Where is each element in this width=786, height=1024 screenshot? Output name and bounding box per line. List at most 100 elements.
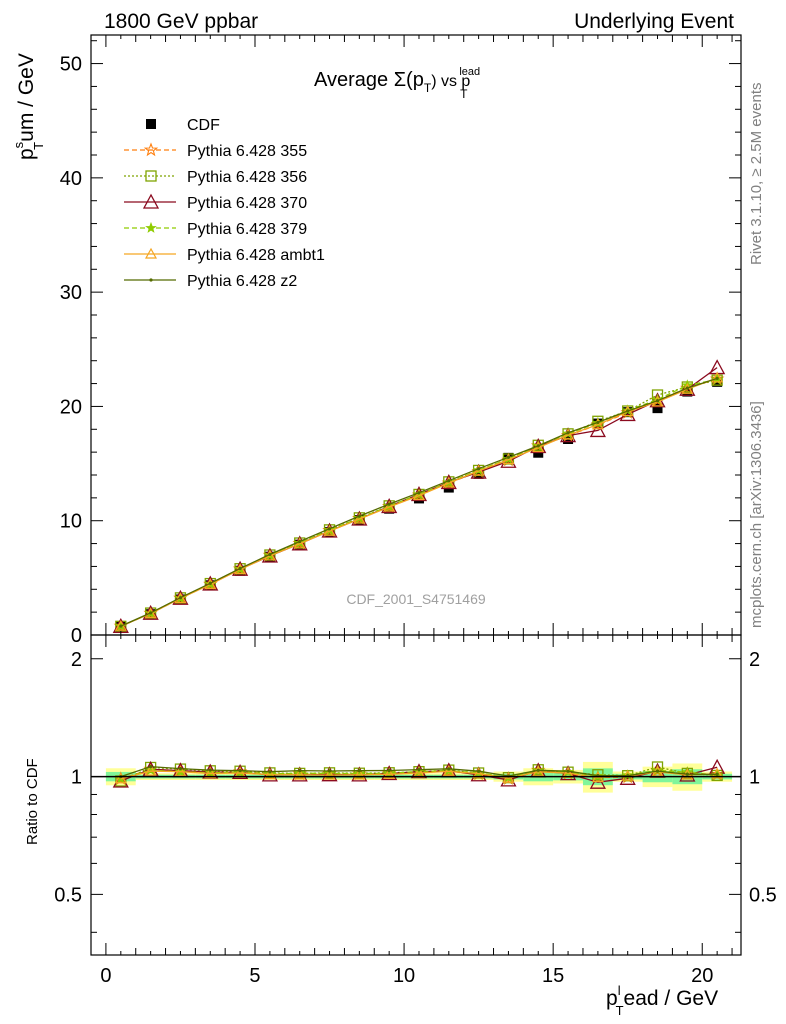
series-pythia-6-428-z2-ratio-point (387, 768, 391, 773)
series-pythia-6-428-ambt1-point (621, 405, 634, 417)
legend-marker (146, 119, 156, 129)
series-pythia-6-428-z2-point (447, 479, 451, 483)
series-pythia-6-428-z2-point (417, 491, 421, 495)
xlabel-rest: ead / GeV (624, 987, 719, 1010)
series-pythia-6-428-ambt1-point (472, 464, 485, 476)
legend-label: Pythia 6.428 370 (187, 195, 307, 212)
series-pythia-6-428-z2-point (149, 611, 153, 615)
main-y-tick-label: 40 (60, 168, 82, 190)
x-tick-label: 0 (100, 965, 111, 987)
series-pythia-6-428-ambt1-ratio-point (174, 765, 187, 777)
ylabel-sup: s (11, 141, 26, 148)
series-pythia-6-428-z2-point (685, 386, 689, 390)
x-tick-label: 5 (249, 965, 260, 987)
mcplots-side-label: mcplots.cern.ch [arXiv:1306.3436] (748, 401, 765, 628)
series-pythia-6-428-ambt1-ratio-point (323, 768, 336, 780)
series-pythia-6-428-z2-point (208, 581, 212, 585)
rivet-side-label: Rivet 3.1.10, ≥ 2.5M events (748, 83, 765, 266)
series-pythia-6-428-z2-point (119, 624, 123, 628)
series-pythia-6-428-ambt1-ratio-point (442, 765, 455, 776)
legend-item-pythia-6-428-379: Pythia 6.428 379 (124, 221, 307, 238)
ylabel-rest: um / GeV (15, 53, 38, 142)
title-after: ) vs p (431, 73, 470, 90)
main-y-axis-label: ps Tum / GeV (11, 53, 46, 160)
series-pythia-6-428-z2-ratio-point (268, 770, 272, 774)
x-axis-label: pl Tead / GeV (606, 983, 718, 1018)
legend-marker (144, 247, 158, 259)
plot-frames (90, 34, 742, 956)
ratio-y-tick-label-right: 1 (749, 767, 760, 789)
series-pythia-6-428-z2-point (268, 552, 272, 557)
main-y-tick-label: 20 (60, 396, 82, 418)
main-y-tick-label: 0 (71, 625, 82, 647)
legend-marker (145, 170, 157, 182)
series-pythia-6-428-370-ratio-point (321, 766, 338, 782)
series-pythia-6-428-z2-ratio-point (149, 764, 153, 769)
series-pythia-6-428-ambt1-point (442, 476, 455, 488)
legend-item-pythia-6-428-z2: Pythia 6.428 z2 (124, 273, 297, 290)
legend-item-cdf: CDF (146, 117, 220, 134)
series-pythia-6-428-z2-point (566, 431, 570, 435)
series-pythia-6-428-ambt1-line (120, 377, 718, 627)
ratio-y-tick-label-right: 2 (749, 649, 760, 671)
axis-ticks: 0 5 10 15 20 0 10 20 30 40 50 0.5 0.5 1 1 2 2 (54, 35, 777, 987)
series-pythia-6-428-z2-ratio-point (417, 767, 421, 772)
ratio-y-tick-label-left: 2 (71, 649, 82, 671)
series-pythia-6-428-ambt1-ratio-point (263, 768, 276, 780)
series-pythia-6-428-370-point (679, 380, 696, 396)
series-curves (91, 359, 741, 789)
series-pythia-6-428-ambt1-point (114, 619, 127, 631)
series-pythia-6-428-ambt1-point (353, 512, 366, 524)
title-sub-t2: T (460, 87, 468, 101)
series-pythia-6-428-z2-ratio-point (298, 769, 302, 773)
series-pythia-6-428-ambt1-ratio-point (472, 767, 485, 779)
plot-title: Average Σ(pT) vs plead T (314, 66, 480, 101)
ratio-y-tick-label-right: 0.5 (749, 884, 777, 906)
ylabel-sub: T (31, 142, 46, 150)
series-pythia-6-428-z2-point (387, 502, 391, 506)
series-cdf-point (413, 493, 424, 504)
series-pythia-6-428-ambt1-point (383, 500, 396, 512)
title-sub-t: T (424, 81, 432, 95)
xlabel-p: p (606, 987, 618, 1010)
series-pythia-6-428-379-ratio-point (383, 767, 395, 779)
series-pythia-6-428-355-line (120, 378, 718, 627)
legend-item-pythia-6-428-ambt1: Pythia 6.428 ambt1 (124, 247, 325, 264)
legend: CDF Pythia 6.428 355 Pythia 6.428 356 Pythi… (124, 117, 325, 290)
series-pythia-6-428-ambt1-point (144, 607, 157, 619)
series-pythia-6-428-ambt1-point (502, 453, 515, 465)
legend-label: Pythia 6.428 379 (187, 221, 307, 238)
legend-marker (143, 142, 159, 157)
legend-marker (142, 193, 160, 209)
series-pythia-6-428-ambt1-ratio-point (144, 764, 157, 776)
main-y-tick-label: 30 (60, 282, 82, 304)
series-pythia-6-428-ambt1-ratio-point (502, 771, 515, 783)
series-pythia-6-428-370-point (351, 510, 368, 526)
ratio-y-tick-label-left: 1 (71, 767, 82, 789)
series-pythia-6-428-z2-ratio-point (715, 772, 719, 776)
series-pythia-6-428-z2-point (626, 409, 630, 413)
series-pythia-6-428-z2-point (477, 467, 481, 471)
series-pythia-6-428-z2-point (357, 514, 361, 518)
series-pythia-6-428-z2-ratio-point (477, 769, 481, 773)
series-pythia-6-428-ambt1-point (591, 418, 604, 430)
series-pythia-6-428-z2-point (655, 399, 660, 403)
series-pythia-6-428-z2-ratio-point (655, 769, 660, 773)
main-y-tick-label: 10 (60, 511, 82, 533)
header-left: 1800 GeV ppbar (104, 10, 258, 33)
series-pythia-6-428-z2-ratio-point (447, 767, 451, 771)
series-pythia-6-428-z2-point (715, 376, 719, 381)
watermark: CDF_2001_S4751469 (346, 591, 486, 607)
series-pythia-6-428-z2-ratio-point (238, 769, 242, 773)
series-cdf-point (652, 403, 663, 414)
title-main: Average Σ(p (314, 69, 424, 91)
series-pythia-6-428-ambt1-ratio-point (353, 768, 366, 780)
legend-label: Pythia 6.428 z2 (187, 273, 297, 290)
series-pythia-6-428-z2-point (536, 444, 540, 448)
series-pythia-6-428-ambt1-point (293, 537, 306, 549)
legend-label: Pythia 6.428 355 (187, 143, 307, 160)
series-pythia-6-428-ambt1-ratio-point (383, 768, 396, 779)
series-pythia-6-428-ambt1-point (412, 489, 426, 501)
series-pythia-6-428-ambt1-ratio-point (114, 772, 127, 784)
